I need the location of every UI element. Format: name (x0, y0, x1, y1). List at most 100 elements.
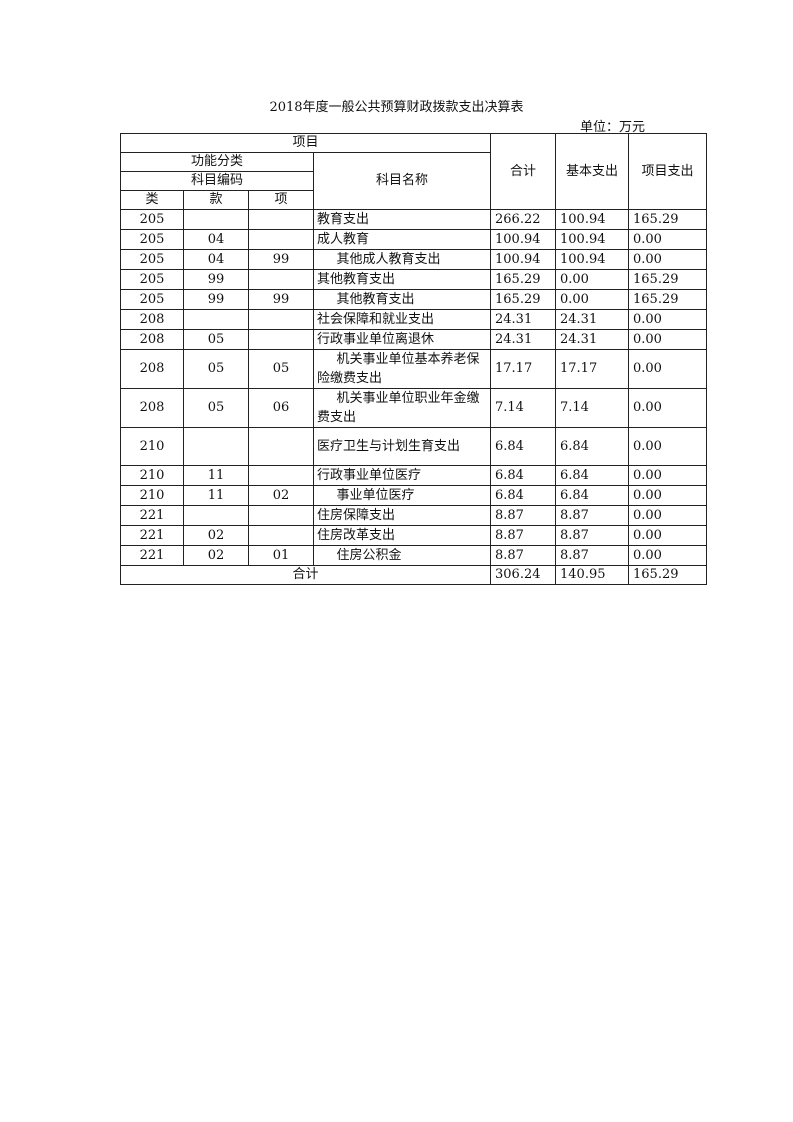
cell-lei: 210 (120, 465, 184, 486)
cell-xiang (248, 309, 314, 330)
cell-project: 165.29 (628, 289, 707, 310)
table-row: 208 社会保障和就业支出 24.31 24.31 0.00 (120, 309, 707, 330)
cell-kuan: 05 (183, 349, 249, 389)
table-row: 221 住房保障支出 8.87 8.87 0.00 (120, 505, 707, 526)
cell-project: 0.00 (628, 309, 707, 330)
header-xiang: 项 (248, 190, 314, 210)
table-row: 208 05 05 机关事业单位基本养老保险缴费支出 17.17 17.17 0.00 (120, 349, 707, 389)
cell-name: 成人教育 (313, 229, 491, 250)
header-item: 项目 (120, 133, 491, 153)
cell-project: 0.00 (628, 545, 707, 566)
cell-basic: 0.00 (555, 269, 629, 290)
cell-basic: 100.94 (555, 229, 629, 250)
cell-name: 社会保障和就业支出 (313, 309, 491, 330)
header-name: 科目名称 (313, 152, 491, 210)
budget-table: 项目 合计 基本支出 项目支出 功能分类 科目名称 科目编码 类 款 项 205… (120, 133, 707, 585)
cell-kuan: 11 (183, 485, 249, 506)
cell-lei: 205 (120, 209, 184, 230)
cell-basic: 8.87 (555, 545, 629, 566)
header-kuan: 款 (183, 190, 249, 210)
cell-total: 7.14 (490, 388, 556, 428)
table-row: 208 05 06 机关事业单位职业年金缴费支出 7.14 7.14 0.00 (120, 388, 707, 428)
cell-lei: 210 (120, 427, 184, 466)
footer-total: 306.24 (490, 565, 556, 585)
table-row: 205 教育支出 266.22 100.94 165.29 (120, 209, 707, 230)
table-row: 205 04 99 其他成人教育支出 100.94 100.94 0.00 (120, 249, 707, 270)
cell-kuan (183, 427, 249, 466)
table-row: 210 11 行政事业单位医疗 6.84 6.84 0.00 (120, 465, 707, 486)
cell-name: 机关事业单位职业年金缴费支出 (313, 388, 491, 428)
table-row: 221 02 住房改革支出 8.87 8.87 0.00 (120, 525, 707, 546)
cell-kuan: 04 (183, 249, 249, 270)
cell-lei: 205 (120, 229, 184, 250)
cell-basic: 8.87 (555, 525, 629, 546)
table-row: 205 04 成人教育 100.94 100.94 0.00 (120, 229, 707, 250)
cell-kuan: 99 (183, 289, 249, 310)
cell-project: 0.00 (628, 229, 707, 250)
cell-xiang: 06 (248, 388, 314, 428)
cell-project: 0.00 (628, 427, 707, 466)
cell-basic: 17.17 (555, 349, 629, 389)
cell-xiang: 99 (248, 289, 314, 310)
cell-project: 0.00 (628, 505, 707, 526)
cell-project: 0.00 (628, 525, 707, 546)
unit-label: 单位：万元 (580, 120, 646, 135)
cell-kuan (183, 209, 249, 230)
cell-project: 165.29 (628, 209, 707, 230)
footer-basic: 140.95 (555, 565, 629, 585)
cell-kuan (183, 505, 249, 526)
cell-total: 24.31 (490, 329, 556, 350)
cell-xiang (248, 209, 314, 230)
cell-lei: 205 (120, 249, 184, 270)
cell-total: 6.84 (490, 427, 556, 466)
table-row: 210 医疗卫生与计划生育支出 6.84 6.84 0.00 (120, 427, 707, 466)
header-code: 科目编码 (120, 171, 314, 191)
cell-lei: 208 (120, 329, 184, 350)
cell-name: 其他成人教育支出 (313, 249, 491, 270)
cell-xiang (248, 427, 314, 466)
cell-name: 其他教育支出 (313, 289, 491, 310)
cell-xiang (248, 269, 314, 290)
cell-name: 事业单位医疗 (313, 485, 491, 506)
cell-lei: 205 (120, 289, 184, 310)
cell-name: 住房改革支出 (313, 525, 491, 546)
cell-total: 8.87 (490, 525, 556, 546)
cell-basic: 6.84 (555, 427, 629, 466)
table-row: 205 99 99 其他教育支出 165.29 0.00 165.29 (120, 289, 707, 310)
cell-basic: 24.31 (555, 329, 629, 350)
cell-total: 165.29 (490, 269, 556, 290)
cell-kuan: 02 (183, 545, 249, 566)
cell-basic: 100.94 (555, 249, 629, 270)
cell-kuan (183, 309, 249, 330)
cell-project: 0.00 (628, 329, 707, 350)
table-row: 205 99 其他教育支出 165.29 0.00 165.29 (120, 269, 707, 290)
cell-lei: 208 (120, 349, 184, 389)
cell-xiang: 05 (248, 349, 314, 389)
table-row: 210 11 02 事业单位医疗 6.84 6.84 0.00 (120, 485, 707, 506)
cell-name: 医疗卫生与计划生育支出 (313, 427, 491, 466)
cell-xiang (248, 525, 314, 546)
cell-total: 8.87 (490, 505, 556, 526)
cell-project: 0.00 (628, 465, 707, 486)
cell-kuan: 11 (183, 465, 249, 486)
cell-xiang (248, 329, 314, 350)
cell-kuan: 99 (183, 269, 249, 290)
cell-total: 24.31 (490, 309, 556, 330)
cell-xiang: 99 (248, 249, 314, 270)
cell-total: 165.29 (490, 289, 556, 310)
cell-basic: 0.00 (555, 289, 629, 310)
cell-name: 住房公积金 (313, 545, 491, 566)
cell-name: 住房保障支出 (313, 505, 491, 526)
cell-kuan: 05 (183, 388, 249, 428)
cell-lei: 208 (120, 388, 184, 428)
cell-lei: 221 (120, 525, 184, 546)
cell-basic: 24.31 (555, 309, 629, 330)
cell-lei: 210 (120, 485, 184, 506)
cell-project: 0.00 (628, 349, 707, 389)
cell-kuan: 04 (183, 229, 249, 250)
cell-total: 100.94 (490, 229, 556, 250)
header-basic: 基本支出 (555, 133, 629, 210)
table-row: 221 02 01 住房公积金 8.87 8.87 0.00 (120, 545, 707, 566)
cell-lei: 221 (120, 505, 184, 526)
cell-name: 机关事业单位基本养老保险缴费支出 (313, 349, 491, 389)
